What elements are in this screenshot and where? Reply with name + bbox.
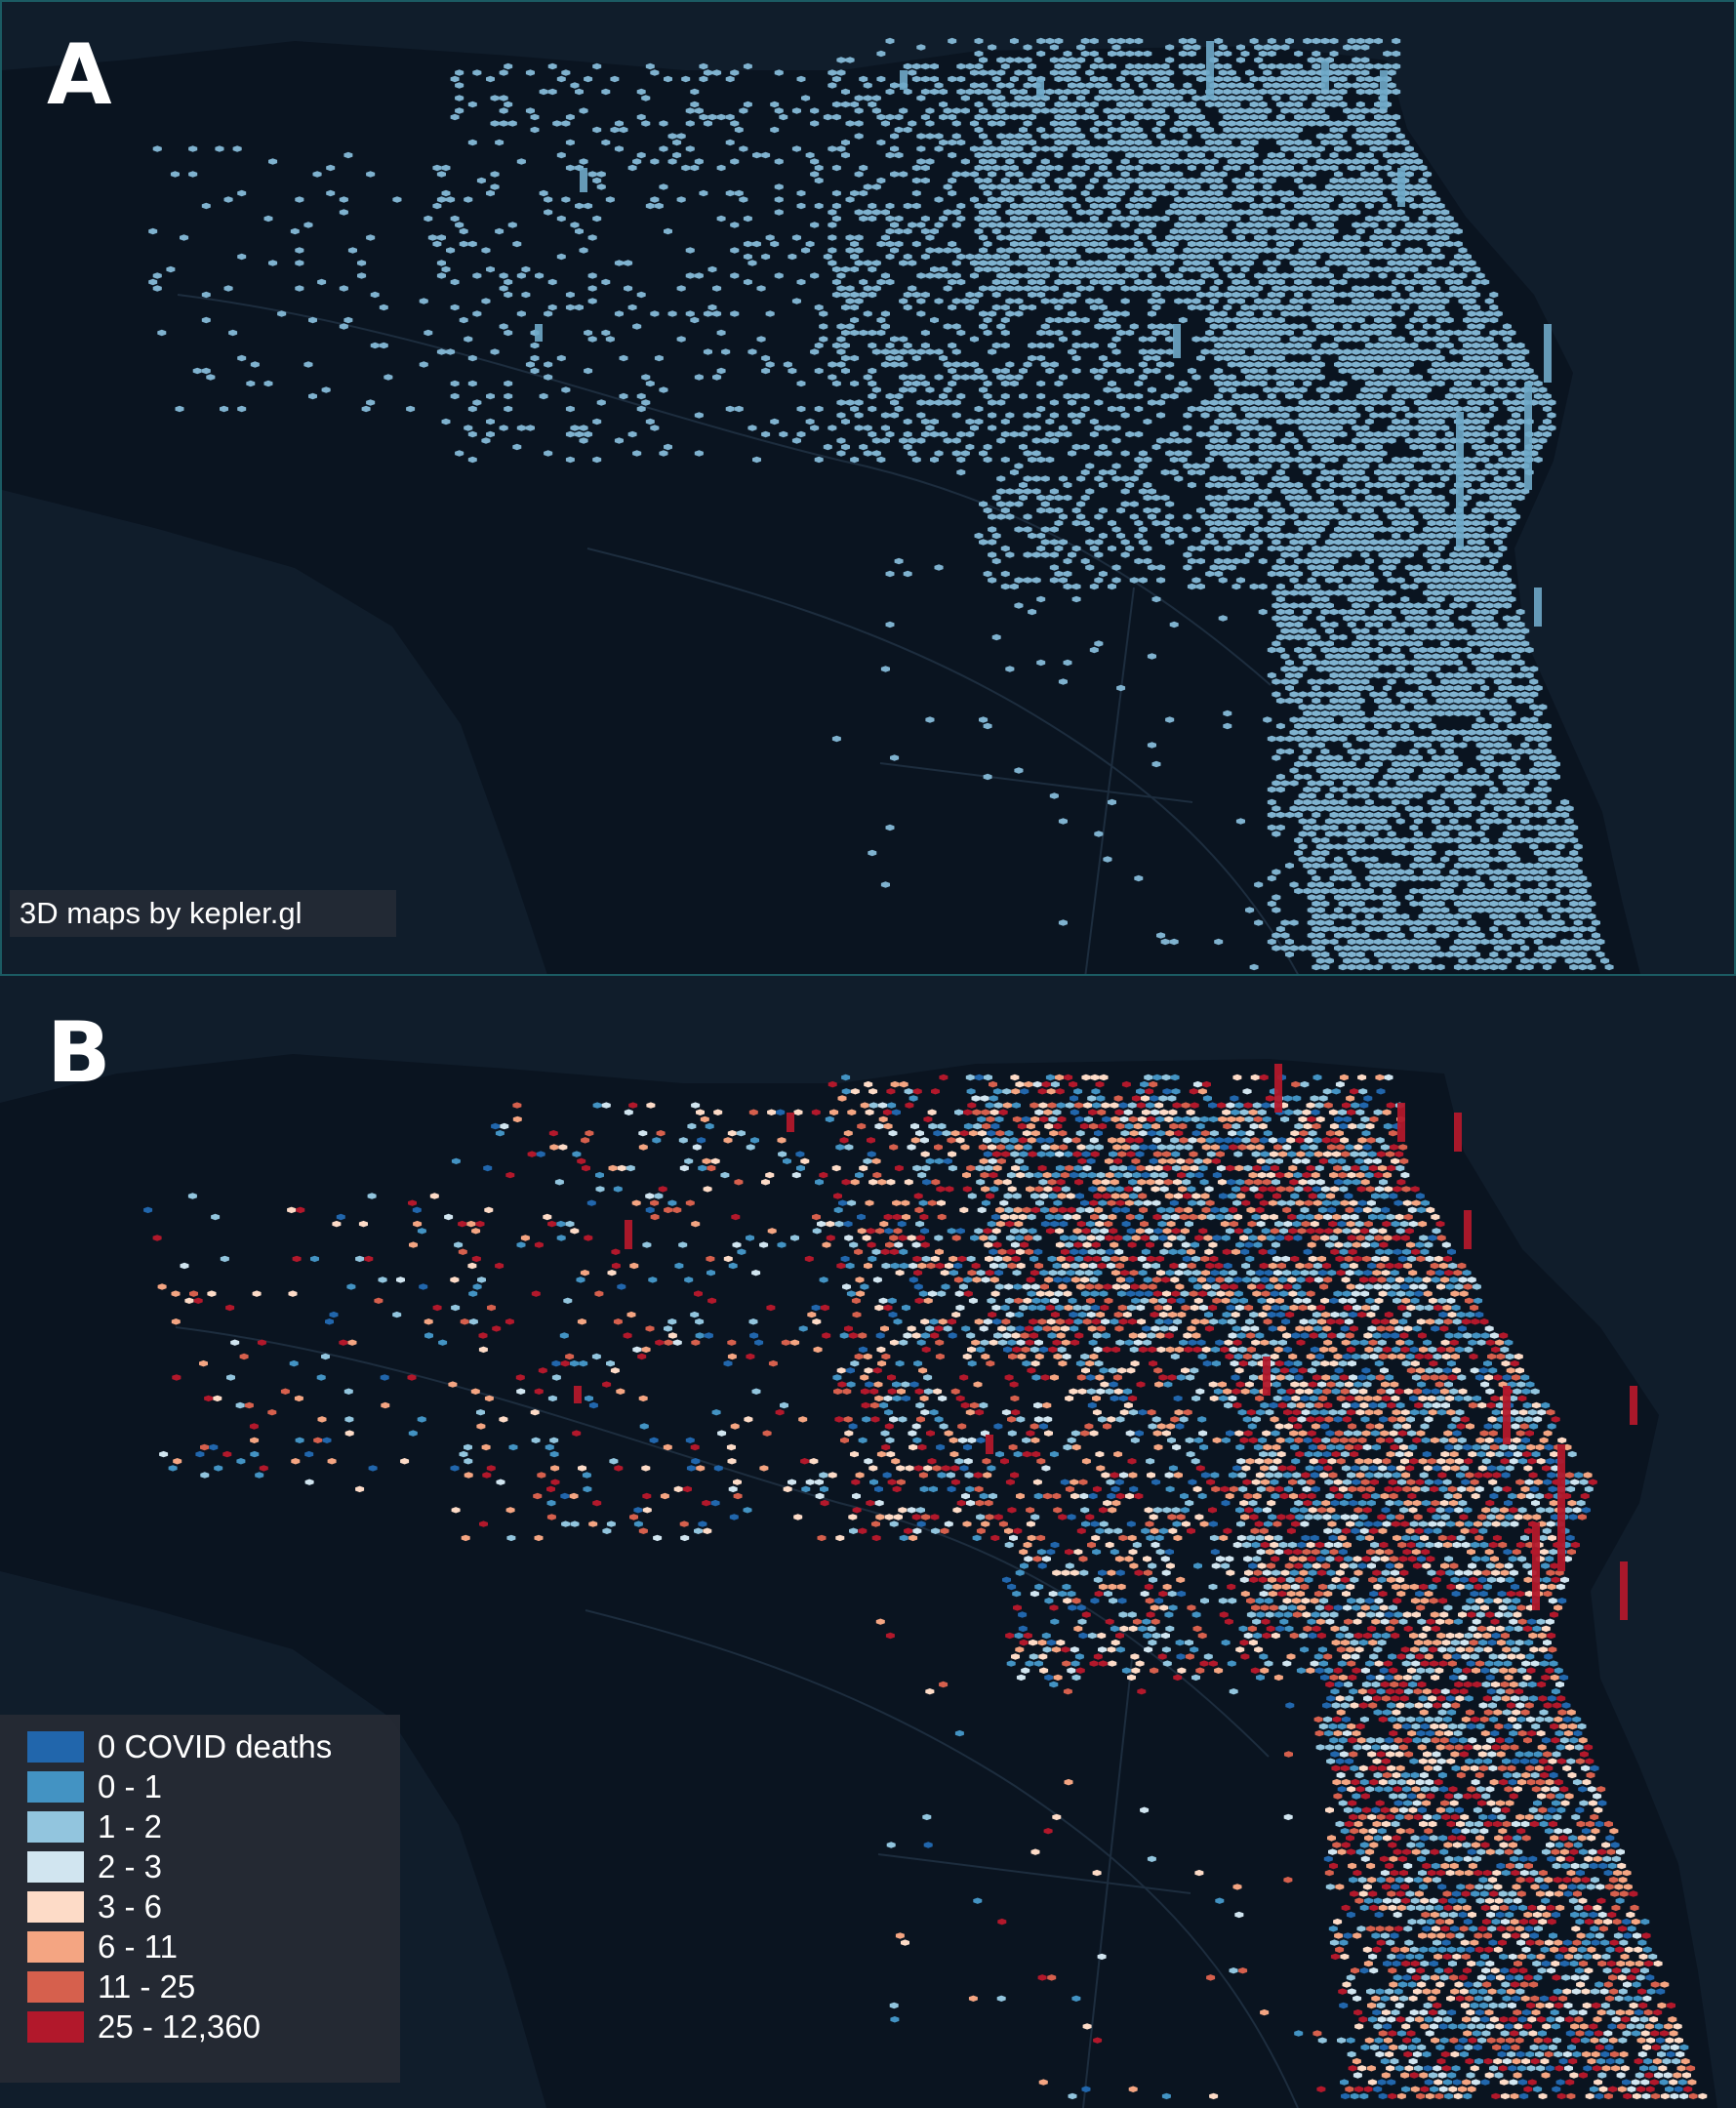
legend-swatch xyxy=(27,1731,84,1763)
panel-label-a: A xyxy=(47,26,112,124)
legend-label: 0 COVID deaths xyxy=(98,1728,333,1764)
kepler-attribution: 3D maps by kepler.gl xyxy=(10,890,396,937)
legend-label: 2 - 3 xyxy=(98,1848,163,1885)
legend-label: 1 - 2 xyxy=(98,1808,163,1844)
legend-label: 3 - 6 xyxy=(98,1888,163,1925)
map-panel-a[interactable]: A 3D maps by kepler.gl xyxy=(0,0,1736,976)
hexbin-layer-a xyxy=(148,37,1614,971)
legend-item: 1 - 2 xyxy=(27,1808,163,1844)
legend-item: 3 - 6 xyxy=(27,1888,163,1925)
land-mass xyxy=(0,1054,1717,2108)
legend-swatch xyxy=(27,1971,84,2003)
legend-item: 6 - 11 xyxy=(27,1928,178,1965)
legend-swatch xyxy=(27,1771,84,1803)
legend-swatch xyxy=(27,1811,84,1843)
legend-label: 0 - 1 xyxy=(98,1768,163,1804)
legend-label: 25 - 12,360 xyxy=(98,2008,261,2045)
legend-item: 2 - 3 xyxy=(27,1848,163,1885)
legend-swatch xyxy=(27,2011,84,2043)
hexbin-map-a[interactable] xyxy=(2,2,1736,976)
hexbin-map-b[interactable] xyxy=(0,976,1736,2108)
legend-item: 25 - 12,360 xyxy=(27,2008,261,2045)
panel-label-b: B xyxy=(47,1004,111,1102)
legend-item: 11 - 25 xyxy=(27,1968,196,2005)
legend-item: 0 COVID deaths xyxy=(27,1728,333,1764)
hexbin-layer-b xyxy=(143,1064,1708,2100)
legend-label: 6 - 11 xyxy=(98,1928,178,1965)
legend-swatch xyxy=(27,1851,84,1883)
legend-swatch xyxy=(27,1891,84,1923)
legend-swatch xyxy=(27,1931,84,1963)
legend-label: 11 - 25 xyxy=(98,1968,196,2005)
legend-item: 0 - 1 xyxy=(27,1768,163,1804)
